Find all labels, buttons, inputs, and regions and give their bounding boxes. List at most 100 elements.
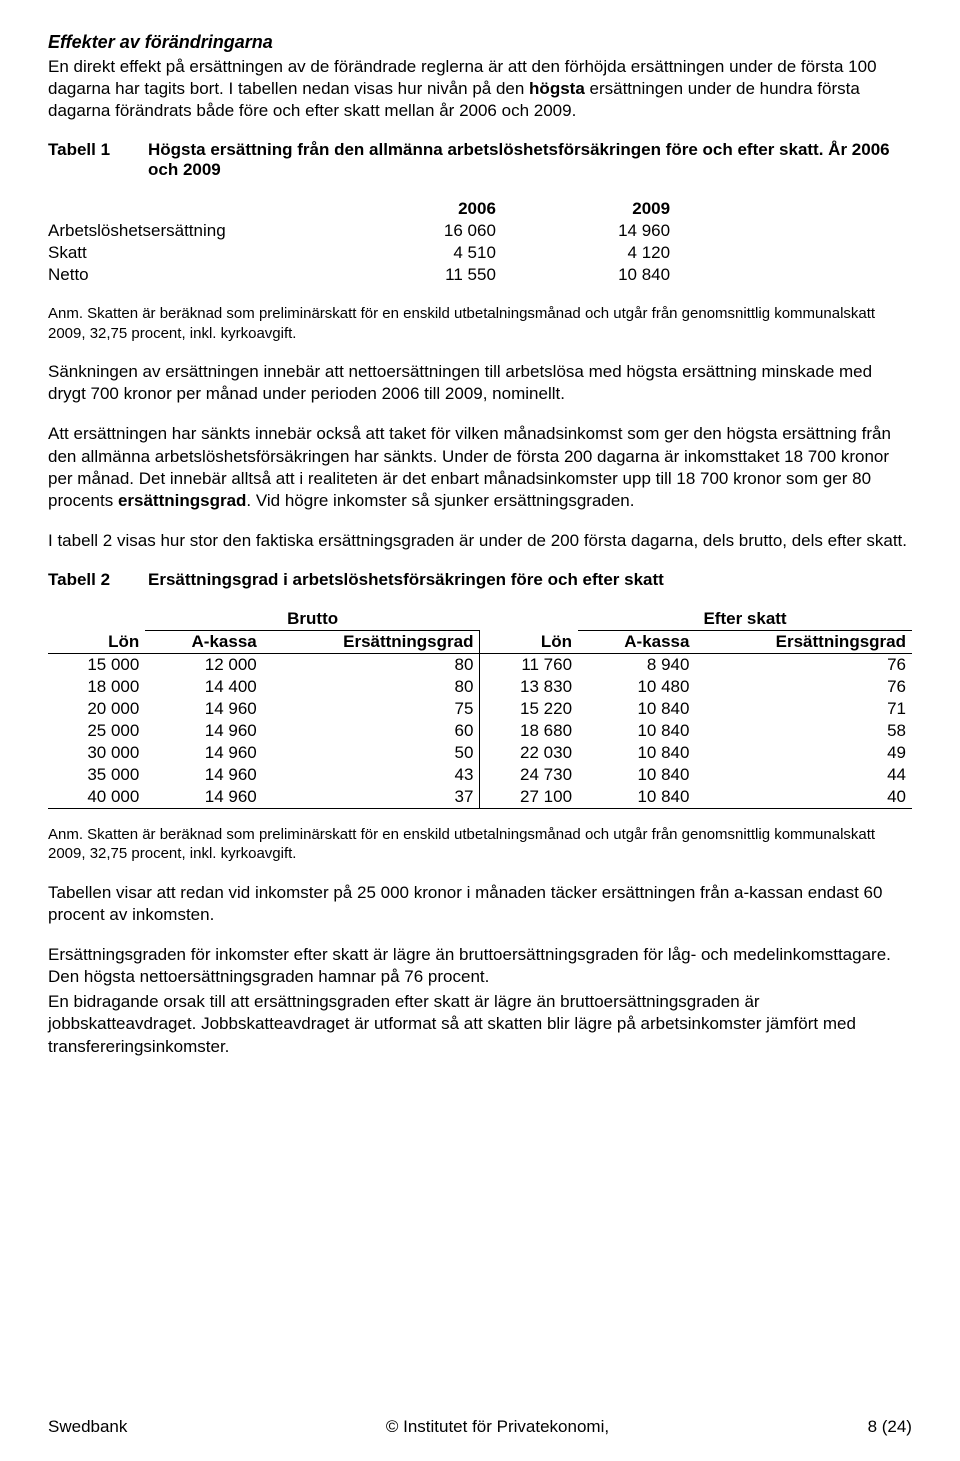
th-2009: 2009 [496,198,670,220]
cell: 80 [263,653,480,676]
cell: 27 100 [480,786,578,809]
footer-left: Swedbank [48,1417,127,1437]
bold-text: ersättningsgrad [118,491,246,510]
section-title: Effekter av förändringarna [48,32,912,53]
th-brutto: Brutto [145,608,480,631]
table2-col-header: Lön A-kassa Ersättningsgrad Lön A-kassa … [48,630,912,653]
th-lon2: Lön [480,630,578,653]
cell: 43 [263,764,480,786]
cell: 14 960 [496,220,670,242]
cell: 30 000 [48,742,145,764]
cell: 10 840 [578,786,695,809]
th-a2: A-kassa [578,630,695,653]
th-2006: 2006 [322,198,496,220]
cell: 10 840 [578,742,695,764]
cell: 10 840 [578,764,695,786]
table-row: Netto 11 550 10 840 [48,264,670,286]
table-row: 30 000 14 960 50 22 030 10 840 49 [48,742,912,764]
cell: 14 960 [145,786,262,809]
cell: 35 000 [48,764,145,786]
table1: 2006 2009 Arbetslöshetsersättning 16 060… [48,198,670,286]
cell: 60 [263,720,480,742]
note-2: Anm. Skatten är beräknad som preliminärs… [48,825,912,864]
cell: 10 840 [578,720,695,742]
paragraph-6: Ersättningsgraden för inkomster efter sk… [48,944,912,988]
text: . Vid högre inkomster så sjunker ersättn… [246,491,634,510]
cell: 40 [695,786,912,809]
cell: 14 400 [145,676,262,698]
cell: 50 [263,742,480,764]
cell: 10 840 [496,264,670,286]
cell: 13 830 [480,676,578,698]
table-row: 15 000 12 000 80 11 760 8 940 76 [48,653,912,676]
cell: 71 [695,698,912,720]
cell: 75 [263,698,480,720]
cell: 11 550 [322,264,496,286]
paragraph-1: En direkt effekt på ersättningen av de f… [48,56,912,122]
table2-caption: Ersättningsgrad i arbetslöshetsförsäkrin… [148,570,912,590]
cell: 4 510 [322,242,496,264]
cell: 14 960 [145,764,262,786]
cell: 15 220 [480,698,578,720]
cell: 10 480 [578,676,695,698]
cell: Arbetslöshetsersättning [48,220,322,242]
bold-text: högsta [529,79,585,98]
table2-group-header: Brutto Efter skatt [48,608,912,631]
cell: 18 680 [480,720,578,742]
paragraph-4: I tabell 2 visas hur stor den faktiska e… [48,530,912,552]
table1-header-row: 2006 2009 [48,198,670,220]
cell: Netto [48,264,322,286]
table1-label: Tabell 1 [48,140,148,180]
paragraph-5: Tabellen visar att redan vid inkomster p… [48,882,912,926]
cell: 8 940 [578,653,695,676]
footer-right: 8 (24) [868,1417,912,1437]
paragraph-7: En bidragande orsak till att ersättnings… [48,991,912,1057]
th-gap [480,608,578,631]
cell: 58 [695,720,912,742]
cell: Skatt [48,242,322,264]
cell: 76 [695,653,912,676]
footer-center: © Institutet för Privatekonomi, [386,1417,609,1437]
cell: 80 [263,676,480,698]
cell: 24 730 [480,764,578,786]
paragraph-2: Sänkningen av ersättningen innebär att n… [48,361,912,405]
paragraph-3: Att ersättningen har sänkts innebär ocks… [48,423,912,511]
cell: 22 030 [480,742,578,764]
th-empty [48,198,322,220]
cell: 15 000 [48,653,145,676]
cell: 14 960 [145,742,262,764]
th-efter-skatt: Efter skatt [578,608,912,631]
th-e: Ersättningsgrad [263,630,480,653]
cell: 40 000 [48,786,145,809]
cell: 18 000 [48,676,145,698]
note-1: Anm. Skatten är beräknad som preliminärs… [48,304,912,343]
th-e2: Ersättningsgrad [695,630,912,653]
table-row: 35 000 14 960 43 24 730 10 840 44 [48,764,912,786]
table-row: Arbetslöshetsersättning 16 060 14 960 [48,220,670,242]
table1-caption-row: Tabell 1 Högsta ersättning från den allm… [48,140,912,180]
cell: 44 [695,764,912,786]
cell: 49 [695,742,912,764]
table2-caption-row: Tabell 2 Ersättningsgrad i arbetslöshets… [48,570,912,590]
table-row: 18 000 14 400 80 13 830 10 480 76 [48,676,912,698]
page-footer: Swedbank © Institutet för Privatekonomi,… [48,1417,912,1437]
cell: 37 [263,786,480,809]
cell: 12 000 [145,653,262,676]
cell: 14 960 [145,698,262,720]
cell: 76 [695,676,912,698]
table1-caption: Högsta ersättning från den allmänna arbe… [148,140,912,180]
th-lon: Lön [48,630,145,653]
cell: 11 760 [480,653,578,676]
cell: 16 060 [322,220,496,242]
table-row: 40 000 14 960 37 27 100 10 840 40 [48,786,912,809]
table2-label: Tabell 2 [48,570,148,590]
cell: 14 960 [145,720,262,742]
cell: 25 000 [48,720,145,742]
th-empty [48,608,145,631]
cell: 20 000 [48,698,145,720]
table-row: 25 000 14 960 60 18 680 10 840 58 [48,720,912,742]
cell: 10 840 [578,698,695,720]
table-row: Skatt 4 510 4 120 [48,242,670,264]
table2: Brutto Efter skatt Lön A-kassa Ersättnin… [48,608,912,809]
table-row: 20 000 14 960 75 15 220 10 840 71 [48,698,912,720]
